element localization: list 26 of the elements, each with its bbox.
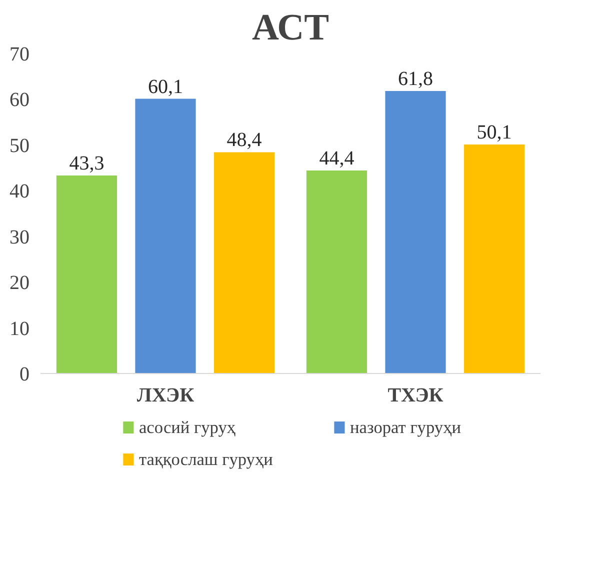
x-tick-label: ТХЭК <box>388 384 444 406</box>
bar <box>385 90 446 374</box>
y-tick-label: 10 <box>10 318 30 340</box>
bar <box>464 144 525 374</box>
legend-label: назорат гуруҳи <box>350 418 462 437</box>
chart-title: АСТ <box>252 8 330 48</box>
legend-label: асосий гуруҳ <box>138 418 236 437</box>
data-label: 48,4 <box>226 129 262 152</box>
y-tick-label: 60 <box>10 89 30 112</box>
bar <box>214 152 275 374</box>
bar <box>56 176 118 374</box>
bar <box>135 98 196 374</box>
y-tick-label: 0 <box>20 364 30 386</box>
data-label: 44,4 <box>319 148 354 170</box>
legend-label: таққослаш гуруҳи <box>138 450 273 469</box>
x-tick-label: ЛХЭК <box>136 384 195 406</box>
y-tick-label: 20 <box>10 272 30 294</box>
y-tick-label: 50 <box>10 134 30 157</box>
y-tick-label: 30 <box>10 226 30 248</box>
y-tick-label: 70 <box>10 44 30 66</box>
data-label: 61,8 <box>398 68 433 90</box>
data-label: 60,1 <box>148 76 183 98</box>
data-label: 50,1 <box>476 121 512 144</box>
data-label: 43,3 <box>69 152 104 175</box>
y-tick-label: 40 <box>10 180 30 203</box>
bar <box>306 170 368 374</box>
